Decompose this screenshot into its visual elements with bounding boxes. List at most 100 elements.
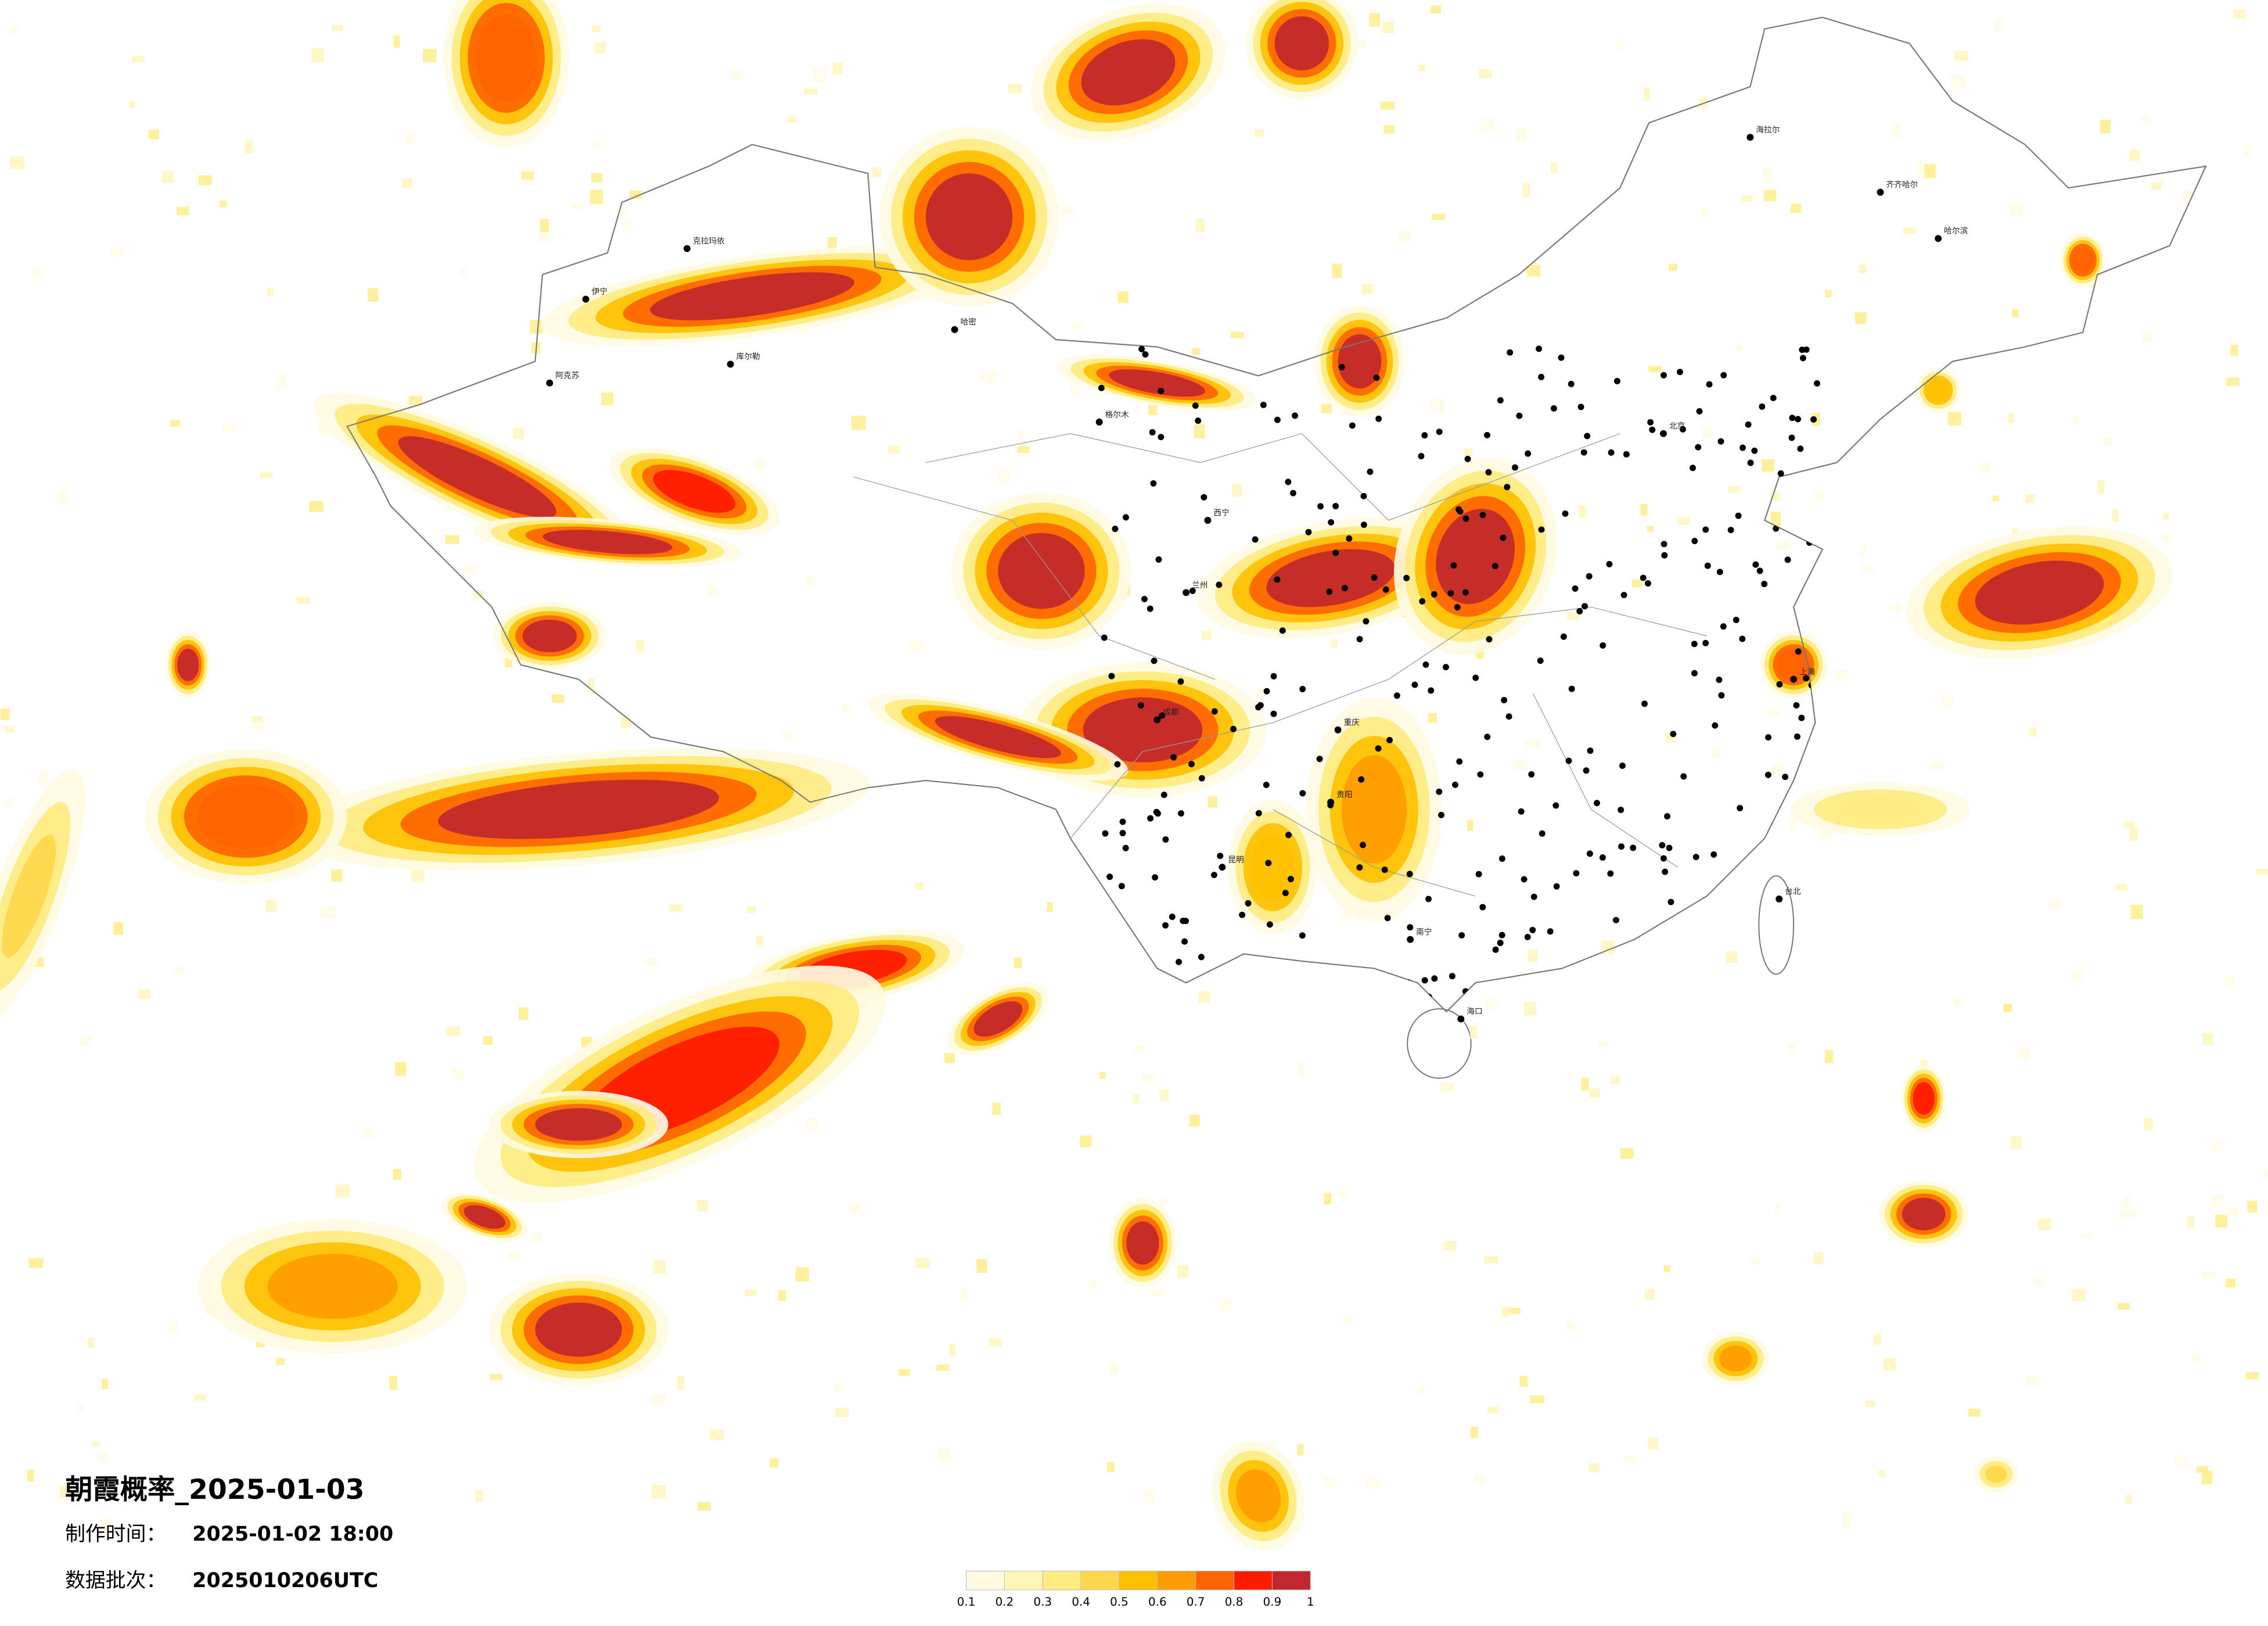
speckle bbox=[266, 900, 277, 912]
speckle bbox=[756, 936, 764, 946]
city-dot bbox=[1457, 1015, 1465, 1023]
station-dot bbox=[1730, 883, 1737, 890]
speckle bbox=[2246, 1372, 2259, 1380]
station-dot bbox=[1586, 573, 1593, 580]
legend-swatch bbox=[1080, 1570, 1120, 1591]
speckle bbox=[252, 720, 265, 730]
station-dot bbox=[1411, 681, 1418, 688]
legend-swatch bbox=[1234, 1570, 1273, 1591]
speckle bbox=[1341, 1317, 1350, 1323]
station-dot bbox=[1438, 811, 1445, 818]
speckle bbox=[1702, 427, 1714, 438]
speckle bbox=[1430, 398, 1445, 412]
station-dot bbox=[1366, 986, 1373, 993]
city-dot bbox=[1204, 517, 1212, 524]
station-dot bbox=[1230, 725, 1237, 732]
speckle bbox=[1047, 902, 1053, 912]
speckle bbox=[59, 1485, 72, 1498]
station-dot bbox=[1169, 913, 1176, 920]
city-label: 台北 bbox=[1785, 887, 1801, 897]
speckle bbox=[393, 35, 400, 48]
speckle bbox=[1567, 612, 1579, 620]
speckle bbox=[1513, 760, 1527, 770]
speckle bbox=[806, 576, 815, 585]
speckle bbox=[1331, 639, 1338, 647]
station-dot bbox=[1457, 508, 1464, 515]
station-dot bbox=[1454, 604, 1461, 611]
speckle bbox=[1519, 1376, 1528, 1387]
station-dot bbox=[1162, 836, 1169, 843]
speckle bbox=[1566, 1321, 1576, 1332]
station-dot bbox=[1371, 574, 1378, 581]
station-dot bbox=[1282, 890, 1289, 897]
city-dot bbox=[1182, 589, 1190, 596]
city-dot bbox=[1877, 189, 1884, 196]
speckle bbox=[170, 420, 181, 427]
speckle bbox=[1192, 348, 1201, 355]
speckle bbox=[2003, 1003, 2012, 1012]
city-label: 齐齐哈尔 bbox=[1886, 181, 1918, 190]
speckle bbox=[2027, 1376, 2039, 1387]
station-dot bbox=[1619, 762, 1626, 769]
probability-area bbox=[1338, 334, 1382, 388]
station-dot bbox=[1680, 426, 1687, 433]
speckle bbox=[1089, 1280, 1097, 1287]
station-dot bbox=[1332, 503, 1339, 509]
station-dot bbox=[1630, 844, 1637, 851]
speckle bbox=[652, 1394, 665, 1406]
speckle bbox=[1016, 430, 1023, 443]
speckle bbox=[833, 1384, 844, 1392]
speckle bbox=[813, 68, 826, 82]
speckle bbox=[389, 1376, 398, 1390]
speckle bbox=[2225, 1278, 2235, 1287]
speckle bbox=[551, 694, 565, 703]
speckle bbox=[1915, 160, 1925, 175]
base-map bbox=[346, 16, 2207, 1079]
station-dot bbox=[1695, 444, 1702, 451]
speckle bbox=[1399, 230, 1411, 243]
station-dot bbox=[1717, 963, 1724, 970]
station-dot bbox=[1802, 604, 1809, 610]
speckle bbox=[651, 1484, 666, 1499]
probability-area bbox=[2, 834, 56, 958]
station-dot bbox=[1360, 492, 1367, 499]
speckle bbox=[1611, 1076, 1620, 1084]
speckle bbox=[807, 1118, 818, 1130]
probability-area bbox=[973, 1001, 1023, 1037]
city-dot bbox=[1334, 726, 1342, 733]
station-dot bbox=[1149, 429, 1156, 436]
station-dot bbox=[1784, 556, 1791, 563]
station-dot bbox=[1211, 708, 1218, 715]
station-dot bbox=[1384, 915, 1391, 922]
station-dot bbox=[1789, 415, 1796, 422]
speckle bbox=[590, 189, 603, 204]
speckle bbox=[220, 200, 227, 208]
city-dot bbox=[1219, 864, 1226, 871]
station-dot bbox=[1421, 432, 1428, 439]
speckle bbox=[961, 1287, 968, 1301]
speckle bbox=[1825, 289, 1832, 298]
station-dot bbox=[1239, 1002, 1246, 1009]
city-dot bbox=[582, 296, 590, 303]
speckle bbox=[2256, 869, 2268, 875]
speckle bbox=[616, 208, 629, 215]
speckle bbox=[944, 1053, 955, 1063]
station-dot bbox=[1720, 623, 1727, 630]
station-dot bbox=[1712, 722, 1719, 729]
speckle bbox=[948, 1343, 956, 1357]
city-label: 海拉尔 bbox=[1756, 125, 1780, 135]
speckle bbox=[10, 26, 17, 35]
info-value: 2025010206UTC bbox=[192, 1569, 378, 1592]
speckle bbox=[1644, 1289, 1655, 1300]
probability-area bbox=[463, 1205, 505, 1229]
station-dot bbox=[1777, 470, 1784, 477]
station-dot bbox=[1356, 864, 1363, 871]
station-dot bbox=[1285, 479, 1292, 485]
speckle bbox=[629, 190, 642, 199]
speckle bbox=[2072, 1289, 2086, 1301]
probability-area bbox=[476, 14, 537, 102]
station-dot bbox=[1810, 416, 1817, 423]
speckle bbox=[1194, 424, 1205, 438]
station-dot bbox=[1529, 927, 1536, 934]
